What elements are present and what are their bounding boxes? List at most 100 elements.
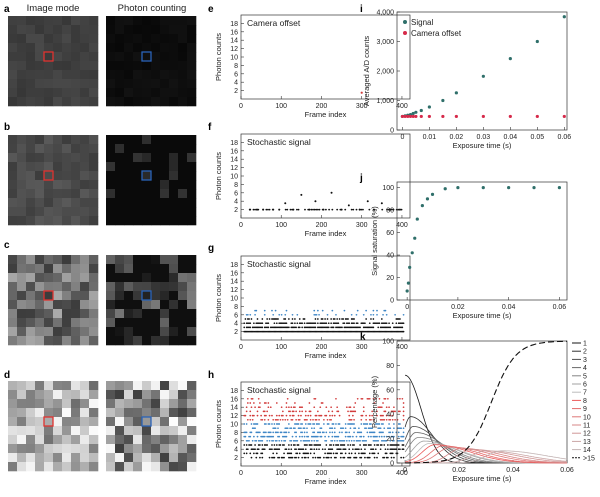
pixel xyxy=(26,399,36,409)
pixel xyxy=(160,264,170,274)
data-point xyxy=(285,435,288,438)
data-point xyxy=(364,452,366,455)
pixel xyxy=(133,97,143,107)
pixel xyxy=(8,79,18,89)
pixel xyxy=(8,52,18,62)
data-point xyxy=(274,418,277,421)
pixel xyxy=(160,417,170,427)
data-point xyxy=(275,444,278,446)
data-point xyxy=(456,186,460,190)
panel-label-c: c xyxy=(4,240,10,251)
pixel xyxy=(71,207,81,217)
data-point xyxy=(259,439,261,442)
image-b-photon xyxy=(106,135,197,226)
data-point xyxy=(243,326,246,329)
data-point xyxy=(294,439,296,442)
pixel xyxy=(8,255,18,265)
pixel xyxy=(142,327,152,337)
image-a-photon xyxy=(106,16,197,107)
data-point xyxy=(289,208,292,211)
data-point xyxy=(257,444,260,446)
legend-label: Camera offset xyxy=(411,29,462,38)
x-tick-label: 0 xyxy=(239,222,243,229)
pixel xyxy=(89,462,99,472)
data-point xyxy=(250,423,253,425)
data-point xyxy=(244,435,247,438)
data-point xyxy=(371,448,374,451)
data-point xyxy=(291,318,294,320)
data-point xyxy=(355,326,358,329)
data-point xyxy=(297,414,300,417)
data-point xyxy=(383,439,386,442)
data-point xyxy=(271,435,273,438)
data-point xyxy=(312,326,314,329)
plot-frame xyxy=(396,340,568,464)
data-point xyxy=(382,456,384,459)
data-point xyxy=(295,330,297,333)
data-point xyxy=(393,410,395,413)
data-point xyxy=(302,439,305,442)
data-point xyxy=(361,322,364,325)
data-point xyxy=(261,326,264,329)
pixel xyxy=(44,462,54,472)
data-point xyxy=(335,435,337,438)
panel-label-a: a xyxy=(4,4,10,15)
pixel xyxy=(187,390,197,400)
pixel xyxy=(89,435,99,445)
pixel xyxy=(187,408,197,418)
data-point xyxy=(292,427,295,430)
data-point xyxy=(397,427,400,430)
data-point xyxy=(326,456,329,459)
series-line xyxy=(405,450,568,464)
data-point xyxy=(339,326,342,329)
pixel xyxy=(169,198,179,208)
data-point xyxy=(379,406,382,409)
data-point xyxy=(361,397,364,400)
data-point xyxy=(266,326,269,329)
data-point xyxy=(257,397,260,400)
pixel xyxy=(8,153,18,163)
data-point xyxy=(373,444,376,446)
data-point xyxy=(250,448,253,451)
data-point xyxy=(367,435,370,438)
legend-label: 12 xyxy=(583,431,591,438)
y-tick-label: 14 xyxy=(230,38,238,45)
data-point xyxy=(356,431,359,434)
pixel xyxy=(142,417,152,427)
data-point xyxy=(335,452,337,455)
data-point xyxy=(274,427,277,430)
data-point xyxy=(312,456,314,459)
data-point xyxy=(249,410,252,413)
data-point xyxy=(348,435,351,438)
pixel xyxy=(124,309,134,319)
pixel xyxy=(8,381,18,391)
y-tick-label: 10 xyxy=(230,296,238,303)
data-point xyxy=(342,448,345,451)
pixel xyxy=(80,216,90,226)
data-point xyxy=(324,452,326,455)
pixel xyxy=(115,198,125,208)
data-point xyxy=(370,435,372,438)
data-point xyxy=(332,330,335,333)
data-point xyxy=(332,444,335,446)
data-point xyxy=(356,448,359,451)
pixel xyxy=(187,336,197,346)
data-point xyxy=(389,414,392,417)
data-point xyxy=(330,448,332,451)
data-point xyxy=(344,318,347,320)
data-point xyxy=(292,439,295,442)
pixel xyxy=(187,399,197,409)
pixel xyxy=(53,264,63,274)
data-point xyxy=(298,452,301,455)
data-point xyxy=(391,435,394,438)
pixel xyxy=(169,70,179,80)
pixel xyxy=(160,408,170,418)
pixel xyxy=(17,462,27,472)
data-point xyxy=(413,236,417,240)
pixel xyxy=(62,264,72,274)
pixel xyxy=(89,390,99,400)
pixel xyxy=(35,61,45,71)
data-point xyxy=(397,423,400,425)
data-point xyxy=(359,431,361,434)
pixel xyxy=(160,216,170,226)
